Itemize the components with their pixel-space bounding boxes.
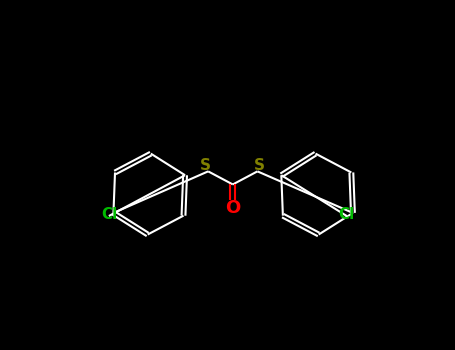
Text: O: O — [225, 198, 240, 217]
Text: S: S — [200, 158, 212, 173]
Text: Cl: Cl — [101, 207, 117, 222]
Text: S: S — [254, 158, 265, 173]
Text: Cl: Cl — [338, 207, 354, 222]
